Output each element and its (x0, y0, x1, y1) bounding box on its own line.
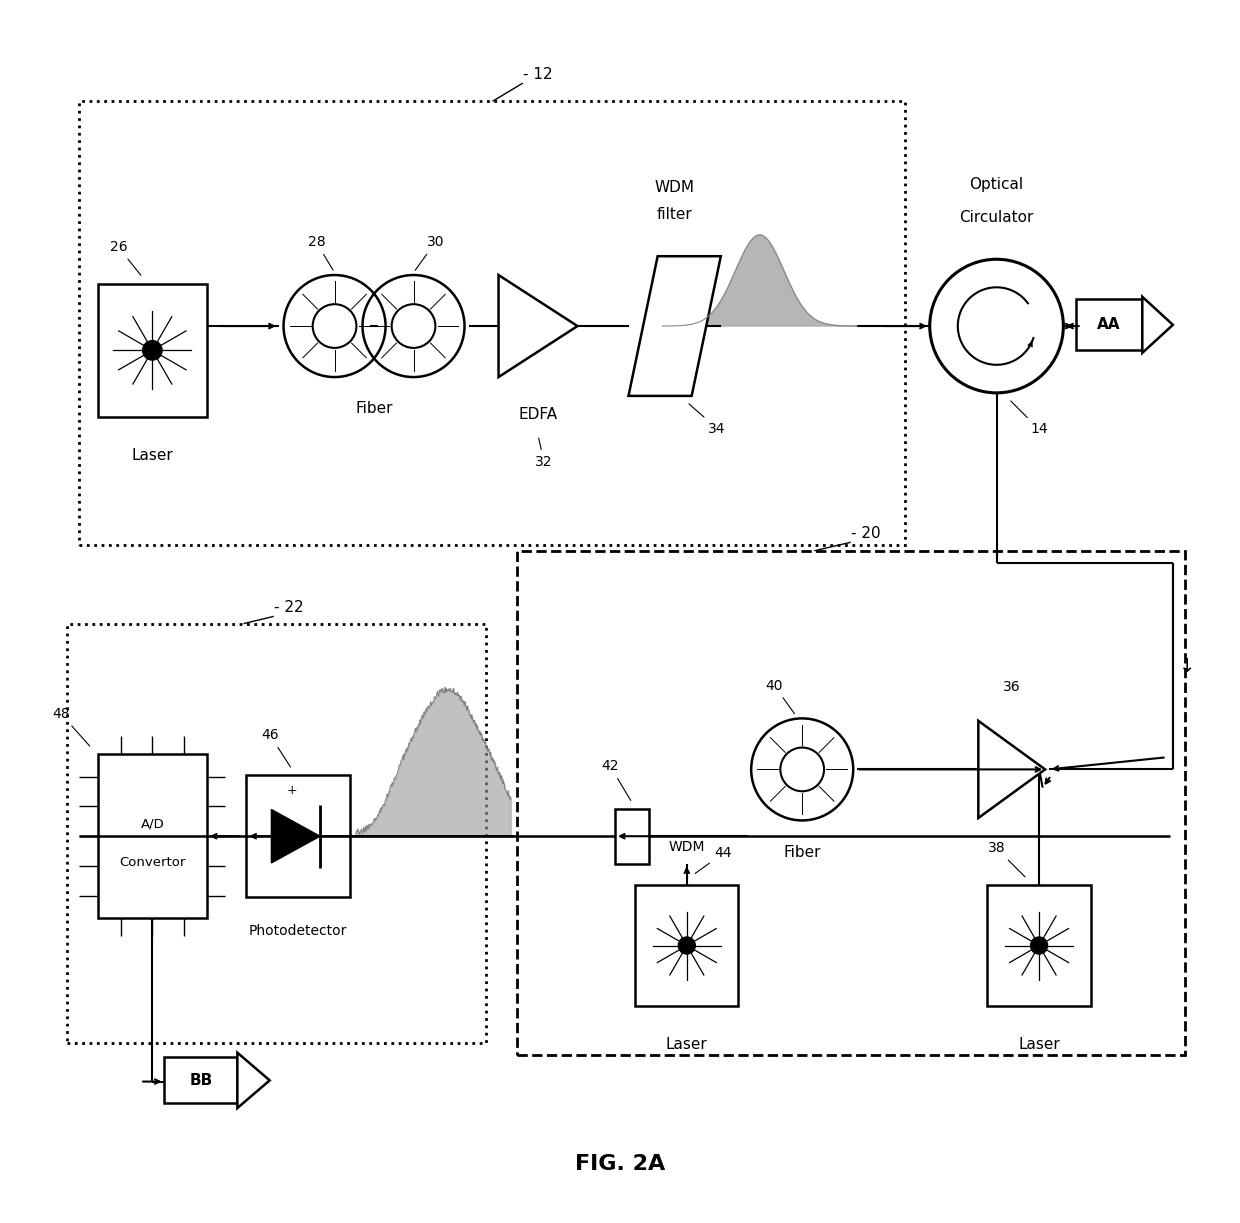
Polygon shape (978, 720, 1045, 818)
Text: 34: 34 (689, 404, 725, 435)
Text: Fiber: Fiber (356, 401, 393, 416)
Text: 46: 46 (262, 729, 290, 767)
Text: WDM: WDM (655, 181, 694, 196)
Text: Laser: Laser (131, 448, 174, 462)
Text: +: + (286, 784, 298, 796)
Text: Laser: Laser (666, 1037, 708, 1052)
Text: 30: 30 (415, 235, 444, 270)
Text: Laser: Laser (1018, 1037, 1060, 1052)
Text: BB: BB (190, 1073, 212, 1088)
Text: 26: 26 (109, 240, 141, 275)
Text: 42: 42 (601, 759, 631, 800)
Polygon shape (272, 810, 320, 863)
Text: - 22: - 22 (274, 600, 304, 615)
Text: ↓: ↓ (1179, 657, 1195, 675)
Polygon shape (662, 235, 857, 327)
Bar (615, 808, 650, 863)
Circle shape (1030, 937, 1048, 954)
Bar (165, 1057, 237, 1103)
Text: Optical: Optical (970, 177, 1023, 192)
Text: Circulator: Circulator (960, 210, 1034, 225)
Polygon shape (237, 1053, 269, 1108)
Text: 40: 40 (765, 679, 795, 714)
Text: filter: filter (657, 207, 692, 223)
Text: Fiber: Fiber (784, 845, 821, 860)
Text: 36: 36 (1003, 680, 1021, 695)
Bar (98, 284, 207, 417)
Polygon shape (1142, 297, 1173, 353)
Text: Photodetector: Photodetector (249, 923, 347, 938)
Text: AA: AA (1097, 317, 1121, 333)
Bar (987, 884, 1091, 1007)
Text: FIG. 2A: FIG. 2A (575, 1155, 665, 1174)
Polygon shape (629, 256, 720, 396)
Circle shape (143, 341, 162, 360)
Bar (67, 624, 486, 1043)
Bar (635, 884, 739, 1007)
Bar (517, 550, 1185, 1055)
Bar (79, 102, 905, 544)
Text: 44: 44 (696, 846, 732, 873)
Text: Convertor: Convertor (119, 856, 186, 870)
Text: - 20: - 20 (851, 526, 880, 541)
Text: EDFA: EDFA (518, 407, 558, 422)
Text: 28: 28 (308, 235, 334, 270)
Text: 48: 48 (52, 707, 89, 746)
Circle shape (678, 937, 696, 954)
Text: 32: 32 (536, 438, 553, 470)
Polygon shape (498, 275, 578, 377)
Bar (98, 755, 207, 918)
Text: WDM: WDM (668, 840, 706, 855)
Text: - 12: - 12 (523, 67, 553, 82)
Text: A/D: A/D (140, 817, 164, 830)
Text: 38: 38 (988, 841, 1025, 877)
Bar (247, 775, 350, 896)
Text: 14: 14 (1011, 401, 1048, 437)
Bar (1075, 300, 1142, 350)
